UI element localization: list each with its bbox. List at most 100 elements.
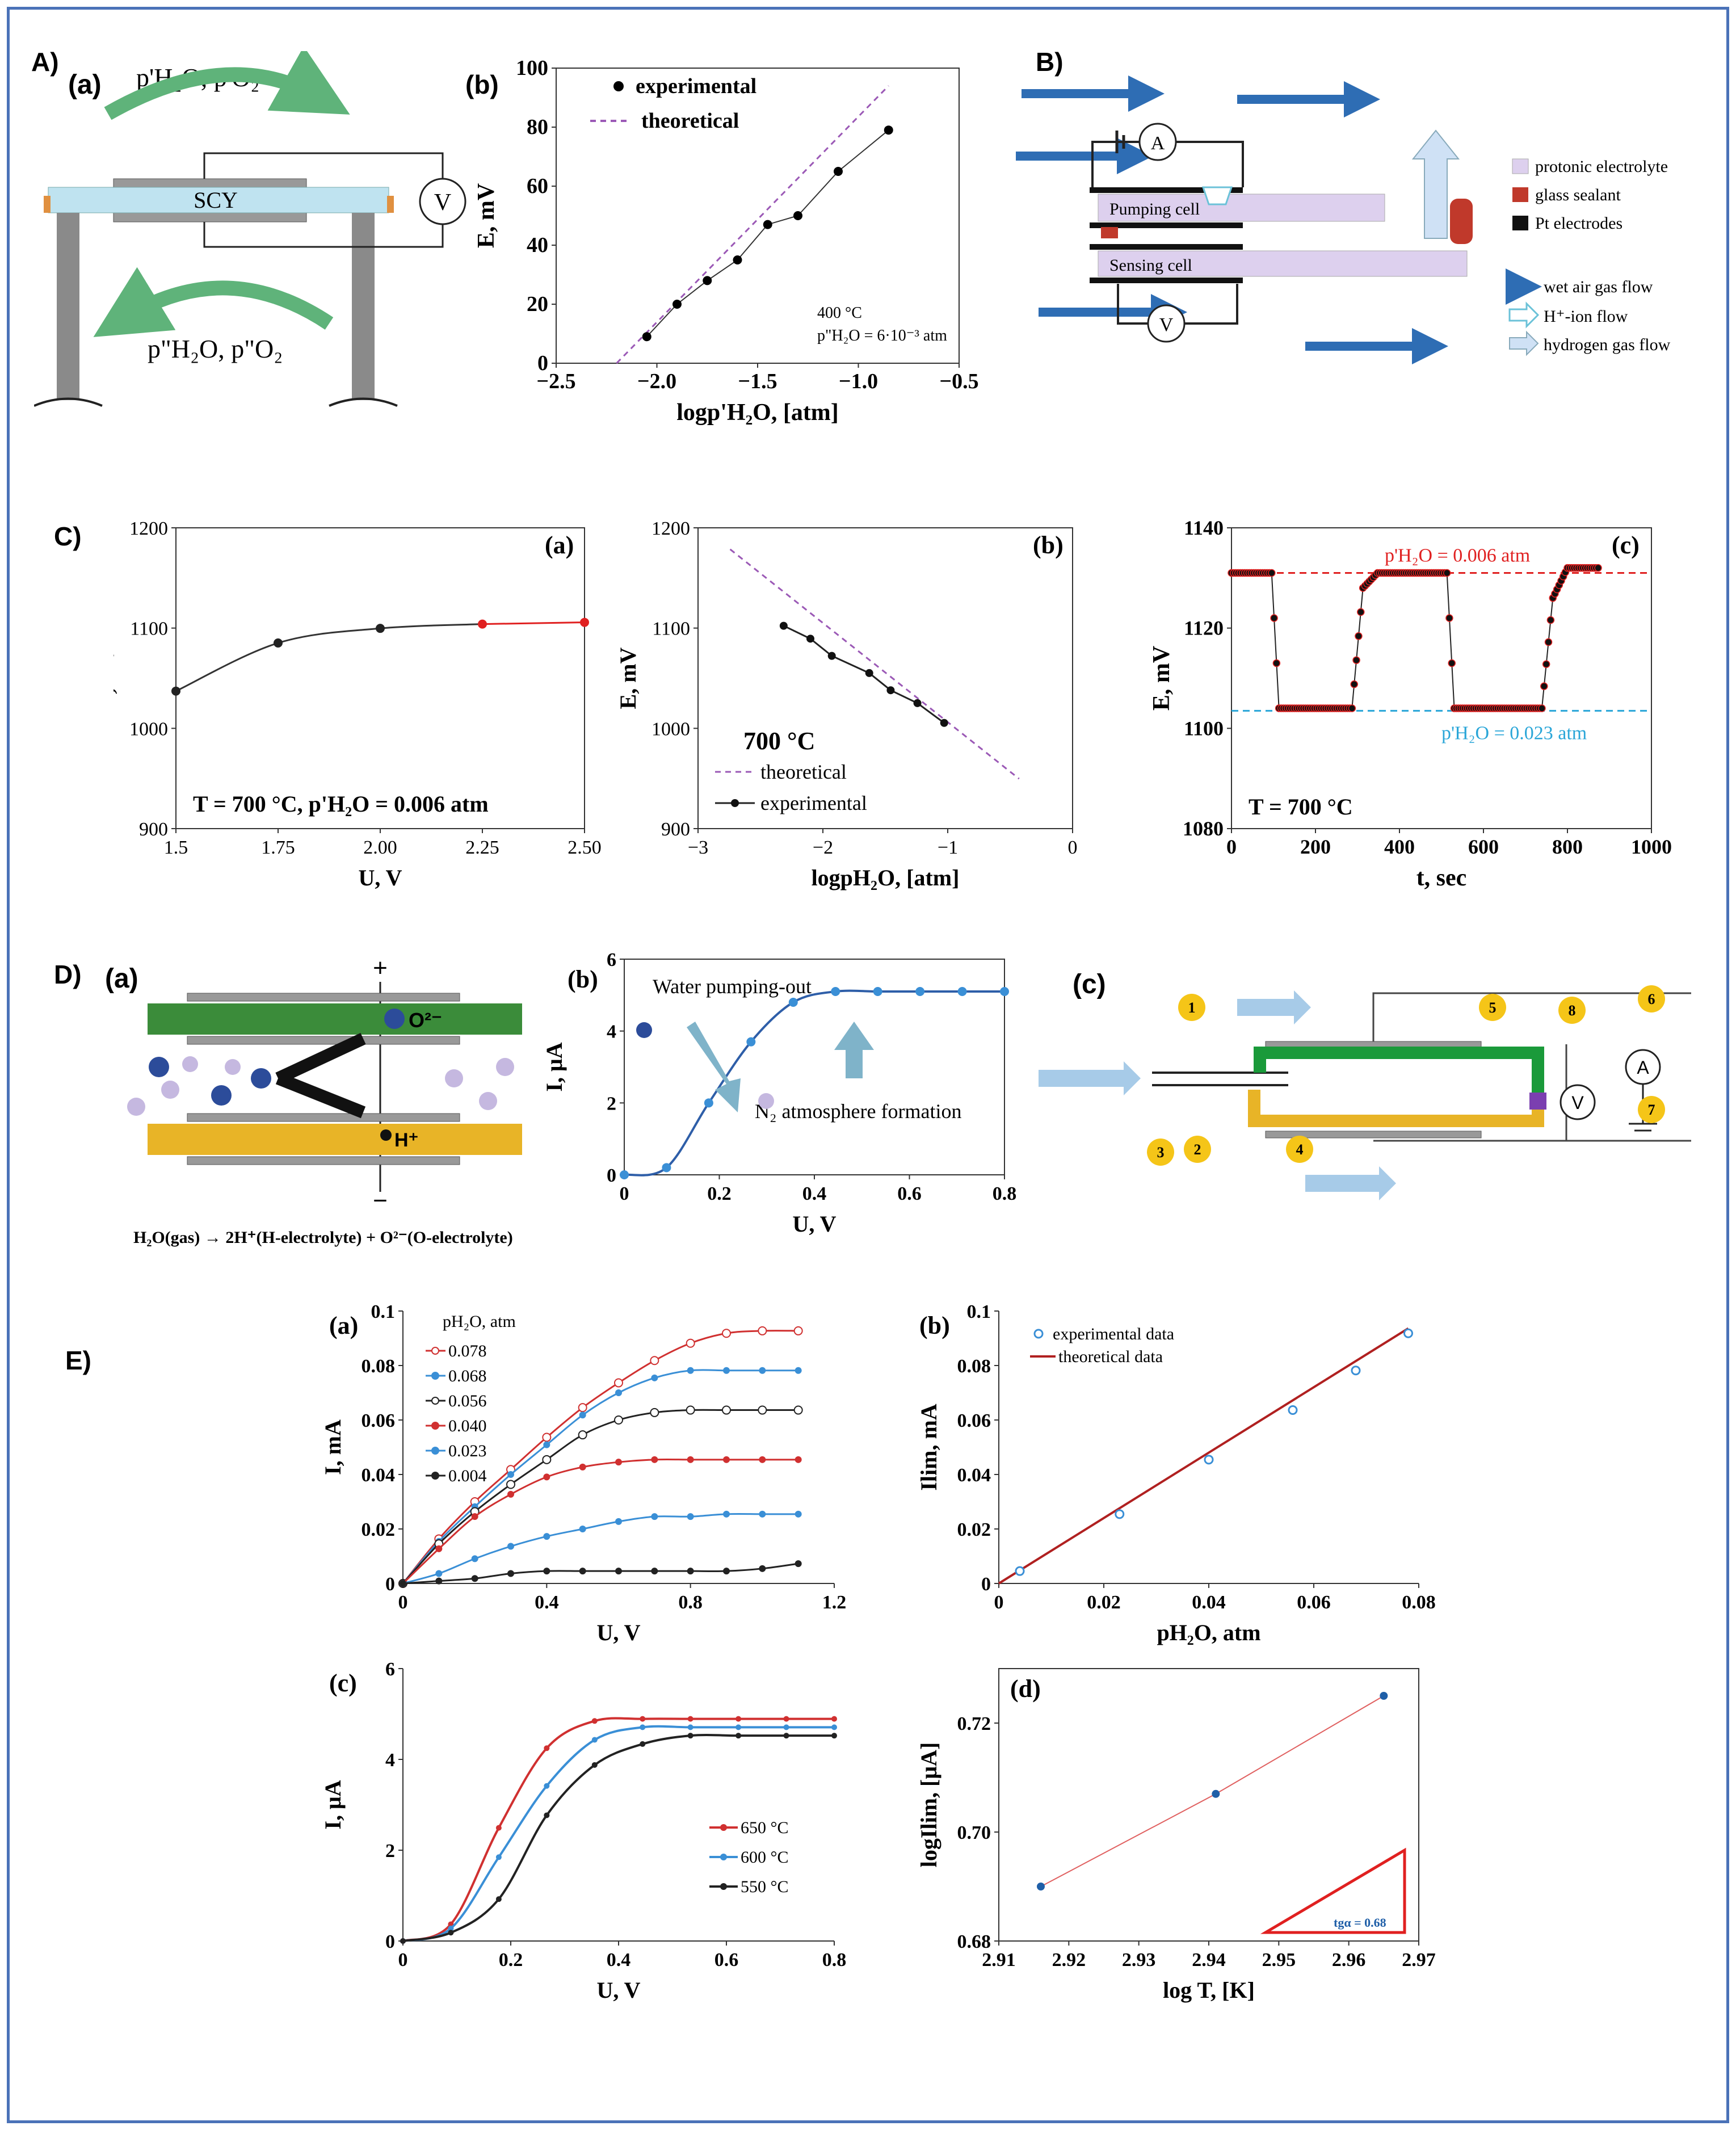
y-tick-label: 0.04 <box>362 1465 396 1486</box>
flow-arrows <box>1039 990 1396 1200</box>
o-electrolyte <box>148 1003 522 1035</box>
x-tick-label: −3 <box>688 837 708 858</box>
legend-marker <box>431 1422 439 1430</box>
series-point <box>507 1490 514 1498</box>
x-tick-label: 0.04 <box>1192 1592 1226 1613</box>
legend-marker <box>431 1447 439 1455</box>
series-point <box>579 1526 586 1532</box>
series-point <box>831 1716 837 1722</box>
plate-2 <box>1265 1131 1482 1138</box>
series-line <box>402 1725 834 1942</box>
voltmeter-B <box>1147 304 1186 343</box>
x-tick-label: 2.91 <box>982 1950 1016 1971</box>
signal-point <box>1542 660 1550 669</box>
y-tick-label: 0 <box>607 1165 616 1186</box>
x-tick-label: 2.95 <box>1262 1950 1296 1971</box>
section-C-label: C) <box>54 522 82 551</box>
signal-point <box>1448 659 1456 667</box>
outer-circuit <box>1372 992 1691 1142</box>
sensing-cell <box>1098 250 1468 277</box>
y-tick-label: 1100 <box>652 619 690 640</box>
series-point <box>723 1568 730 1575</box>
h-conductor <box>1248 1090 1544 1127</box>
x-tick-label: −1.0 <box>839 369 878 393</box>
purple-junction <box>1529 1093 1546 1110</box>
signal-point <box>1268 569 1276 577</box>
series-point <box>578 1430 587 1440</box>
minus-sign: − <box>373 1187 388 1215</box>
panel-B-schematic: A Pumping cell Sensing cell V protonic e… <box>1016 75 1671 364</box>
experimental-point <box>940 719 948 727</box>
series-point <box>783 1733 789 1739</box>
h-electrolyte <box>148 1124 522 1155</box>
legend-swatch-hydrogen <box>1509 330 1539 356</box>
x-tick-label: −2.0 <box>637 369 676 393</box>
legend-marker <box>720 1854 727 1860</box>
x-tick-label: 0 <box>994 1592 1004 1613</box>
hydrogen-arrow <box>1411 129 1460 239</box>
section-E-label: E) <box>65 1346 91 1375</box>
series-point <box>687 1724 693 1730</box>
annotation: 700 °C <box>743 727 815 755</box>
experimental-point <box>703 276 712 285</box>
series-point <box>759 1565 766 1572</box>
legend-swatch-electrolyte <box>1512 158 1529 174</box>
x-tick-label: 0.4 <box>607 1950 631 1971</box>
series-line <box>402 1562 798 1585</box>
bottom-gas-label: p"H₂O, p"O₂ <box>148 334 283 363</box>
panel-A-a-schematic: (a) p'H₂O, p'O₂ p"H₂O, p"O₂ SCY V <box>34 51 466 407</box>
series-point <box>495 1896 502 1902</box>
x-tick-label: 0 <box>1226 835 1237 858</box>
figure-frame <box>7 7 1729 2123</box>
series-point <box>722 1329 731 1338</box>
ammeter-label: A <box>1151 133 1165 154</box>
y-tick-label: 1200 <box>651 518 690 539</box>
svg-text:6: 6 <box>1648 991 1655 1007</box>
signal-point <box>1272 659 1281 667</box>
series-point <box>722 1405 731 1415</box>
series-point <box>543 1441 550 1448</box>
legend-h-ion: H⁺-ion flow <box>1544 307 1628 326</box>
series-point <box>615 1459 622 1466</box>
x-tick-label: 1.5 <box>164 837 188 858</box>
reaction-equation: H₂O(gas) → 2H⁺(H-electrolyte) + O²⁻(O-el… <box>133 1228 513 1247</box>
y-axis-label: Ilim, mA <box>916 1404 941 1490</box>
series-point <box>687 1513 694 1520</box>
signal-point <box>1594 564 1602 572</box>
D-voltmeter <box>1560 1084 1596 1120</box>
series-point <box>651 1374 658 1381</box>
x-tick-label: 0.4 <box>535 1592 559 1613</box>
legend-title: pH₂O, atm <box>443 1312 516 1331</box>
experimental-point <box>884 125 893 135</box>
x-tick-label: 0 <box>398 1592 408 1613</box>
series-point <box>579 1568 586 1575</box>
panel-B-legend: protonic electrolyte glass sealant Pt el… <box>1506 157 1671 356</box>
left-support <box>57 213 79 400</box>
svg-text:8: 8 <box>1569 1002 1576 1019</box>
sense-electrode-top <box>1090 244 1243 250</box>
note-water: Water pumping-out <box>653 975 812 998</box>
x-tick-label: −1.5 <box>738 369 777 393</box>
x-tick-label: 600 <box>1468 835 1499 858</box>
svg-text:1: 1 <box>1188 999 1196 1016</box>
theoretical-line <box>998 1327 1409 1585</box>
series-point <box>435 1570 443 1577</box>
top-electrode <box>113 178 307 188</box>
legend-swatch-sealant <box>1512 187 1528 202</box>
o-conductor <box>1254 1047 1544 1101</box>
x-tick-label: 0.8 <box>678 1592 703 1613</box>
series-point <box>723 1456 730 1463</box>
y-tick-label: 1120 <box>1184 617 1224 640</box>
y-tick-label: 0 <box>537 351 548 375</box>
y-tick-label: 6 <box>607 950 616 971</box>
x-tick-label: 0.08 <box>1402 1592 1436 1613</box>
x-tick-label: 800 <box>1552 835 1583 858</box>
y-tick-label: 0.72 <box>957 1713 991 1734</box>
series-point <box>783 1716 789 1722</box>
series-point <box>471 1555 478 1562</box>
series-point <box>542 1455 552 1464</box>
data-point <box>580 617 589 627</box>
bottom-plate <box>187 1156 460 1165</box>
series-point <box>723 1367 730 1374</box>
plus-sign: + <box>373 954 388 982</box>
